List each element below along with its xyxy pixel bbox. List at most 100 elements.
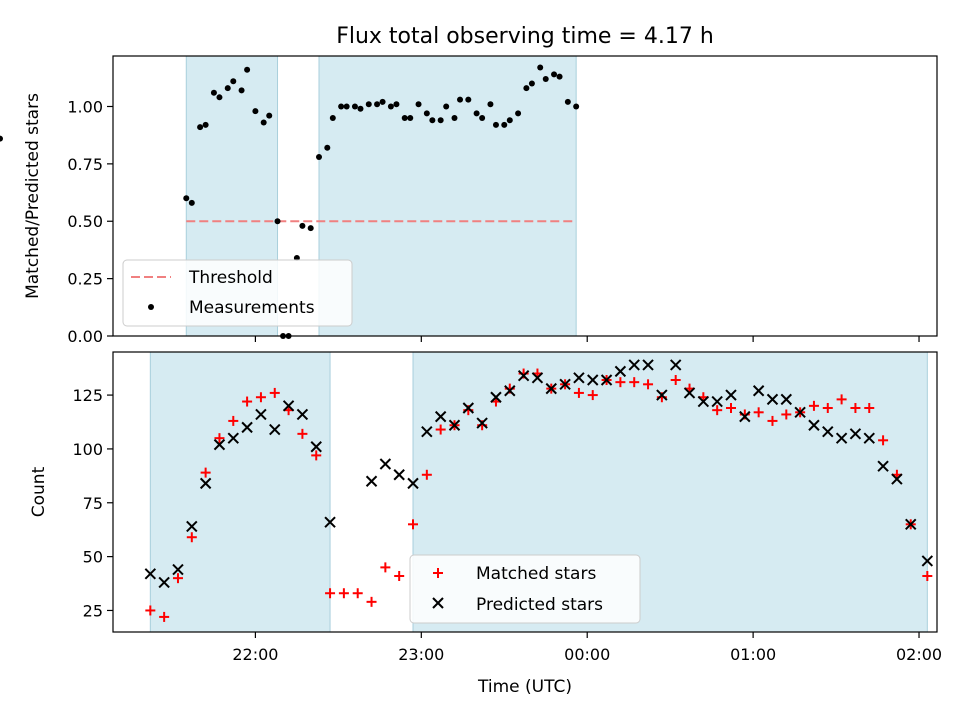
matched-stars-point [629,377,640,388]
matched-stars-point [781,409,792,420]
measurement-point [542,75,549,82]
predicted-stars-point [186,520,198,533]
plot-frame [112,55,938,337]
bottom-panel: 25 50 75 100 125 22:00 23:00 00:00 01:00 02:00 Cou… [29,351,942,664]
measurement-point [244,66,251,73]
predicted-stars-point [282,400,295,412]
matched-stars-point [670,375,681,385]
predicted-stars-point [448,419,461,431]
y-tick-label: 50 [83,548,103,567]
predicted-stars-point [600,374,613,386]
predicted-stars-point [227,432,239,444]
measurement-point [451,114,458,121]
predicted-stars-point [573,372,585,384]
matched-stars-point [311,450,322,461]
legend-measurements-label: Measurements [189,298,315,318]
legend-predicted-label: Predicted stars [476,595,603,615]
predicted-stars-point [808,419,820,431]
matched-stars-point [186,532,197,543]
y-tick-label: 0.25 [67,270,103,289]
y-tick-label: 75 [83,494,103,513]
measurement-point [492,121,499,128]
measurement-point [224,85,231,92]
predicted-stars-point [683,387,696,399]
matched-stars-point [338,588,349,599]
predicted-stars-point [310,441,322,453]
measurement-point [266,112,273,119]
y-axis-label: Count [29,466,49,517]
measurement-point [343,103,350,110]
predicted-stars-point [669,359,682,371]
predicted-stars-point [766,393,779,406]
measurement-point [307,225,314,232]
measurement-point [0,135,3,142]
predicted-stars-point [269,423,281,436]
predicted-stars-point [559,378,571,391]
measurement-point [230,78,237,85]
measurement-point [210,89,217,96]
predicted-stars-point [725,389,737,401]
matched-stars-point [864,403,875,413]
measurement-point [473,110,480,117]
matched-stars-point [228,415,239,426]
predicted-stars-point [711,395,723,408]
measurement-point [515,110,522,117]
matched-stars-point [366,596,377,607]
predicted-stars-point [462,402,475,414]
matched-stars-point [325,588,336,599]
measurement-point [274,218,281,225]
predicted-stars-point [545,382,557,395]
legend-measurements-swatch [148,304,154,310]
matched-stars-point [808,400,819,411]
predicted-stars-point [891,473,903,485]
x-tick-label: 02:00 [896,645,942,664]
measurement-point [365,101,372,108]
predicted-stars-point [628,359,640,371]
predicted-stars-point [255,408,267,421]
predicted-stars-point [877,460,889,472]
matched-stars-point [712,405,723,416]
plot-frame [112,351,938,633]
matched-stars-point [214,433,225,444]
y-tick-label: 0.75 [67,155,103,174]
legend-box [409,554,641,624]
predicted-stars-point [393,469,405,481]
top-panel: 0.00 0.25 0.50 0.75 1.00 Matched/Predicted st… [0,55,938,346]
measurement-point [501,121,508,128]
predicted-stars-point [656,389,668,401]
x-tick-label: 23:00 [398,645,444,664]
measurement-point [387,103,394,110]
predicted-stars-point [296,408,309,421]
measurement-point [197,124,204,131]
matched-stars-point [352,588,363,599]
measurement-point [401,114,408,121]
matched-stars-point [726,403,736,413]
predicted-stars-point [213,438,226,451]
predicted-stars-point [434,410,447,423]
predicted-stars-point [172,563,184,576]
measurement-point [316,153,322,160]
x-axis-label: Time (UTC) [477,677,572,697]
predicted-stars-point [490,391,502,403]
predicted-stars-point [921,555,934,567]
predicted-stars-point [587,374,599,386]
matched-stars-point [297,428,308,439]
matched-stars-point [573,387,584,398]
matched-stars-point [159,611,170,622]
measurement-point [465,96,472,103]
matched-stars-point [145,605,156,616]
measurement-point [573,103,580,110]
measurement-point [556,73,563,80]
measurement-point [506,117,513,124]
legend-box [122,259,353,327]
x-tick-label: 00:00 [564,645,610,664]
matched-stars-point [822,403,833,413]
predicted-stars-point [199,477,212,490]
predicted-stars-point [780,393,793,406]
measurement-point [551,71,558,78]
measurement-point [252,108,259,115]
measurement-point [351,103,358,110]
measurement-point [479,114,486,121]
measurement-point [523,85,530,92]
measurement-point [238,87,245,94]
